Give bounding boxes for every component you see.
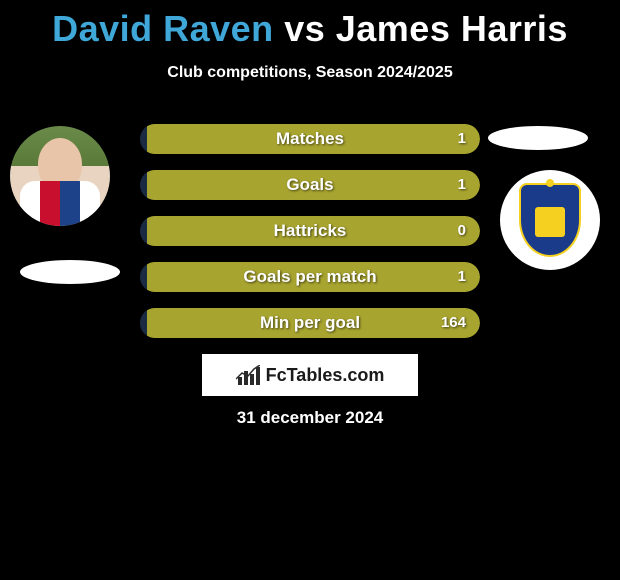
stats-bars: Matches1Goals1Hattricks0Goals per match1…: [140, 124, 480, 354]
player2-avatar-placeholder: [488, 126, 588, 150]
bar-chart-icon: [236, 365, 260, 385]
crest-shield-icon: [519, 183, 581, 257]
stat-bar: Min per goal164: [140, 308, 480, 338]
stat-bar: Matches1: [140, 124, 480, 154]
fctables-logo: FcTables.com: [202, 354, 418, 396]
player2-name: James Harris: [336, 8, 568, 49]
stat-label: Matches: [140, 124, 480, 154]
stat-value-player2: 0: [458, 216, 466, 246]
stat-label: Hattricks: [140, 216, 480, 246]
stat-value-player2: 164: [441, 308, 466, 338]
stat-bar: Hattricks0: [140, 216, 480, 246]
date: 31 december 2024: [0, 408, 620, 428]
stat-bar: Goals1: [140, 170, 480, 200]
stat-label: Min per goal: [140, 308, 480, 338]
logo-text: FcTables.com: [266, 365, 385, 386]
vs-text: vs: [284, 8, 325, 49]
stat-value-player2: 1: [458, 124, 466, 154]
stat-value-player2: 1: [458, 262, 466, 292]
stat-value-player2: 1: [458, 170, 466, 200]
player1-name: David Raven: [52, 8, 274, 49]
stat-label: Goals per match: [140, 262, 480, 292]
stat-label: Goals: [140, 170, 480, 200]
player1-avatar: [10, 126, 110, 226]
subtitle: Club competitions, Season 2024/2025: [0, 64, 620, 82]
comparison-title: David Raven vs James Harris: [0, 0, 620, 50]
player1-club-placeholder: [20, 260, 120, 284]
stat-bar: Goals per match1: [140, 262, 480, 292]
player2-club-crest: [500, 170, 600, 270]
